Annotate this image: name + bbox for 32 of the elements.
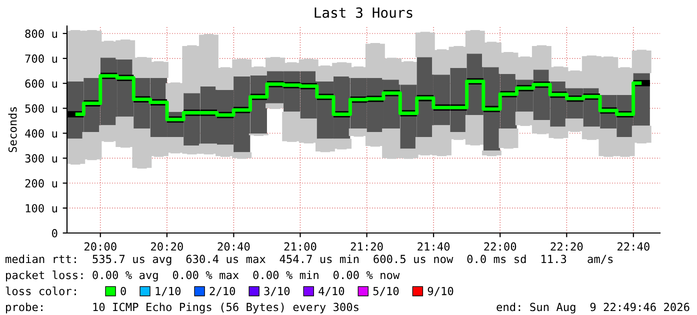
x-tick-label: 21:00	[284, 242, 316, 251]
legend-label: 2/10	[210, 286, 236, 296]
legend-title: loss color:	[6, 286, 76, 296]
y-tick-label: 0	[52, 229, 58, 238]
legend-label: 3/10	[264, 286, 290, 296]
y-tick-label: 700 u	[25, 54, 57, 63]
x-tick-label: 21:20	[350, 242, 383, 251]
legend-label: 1/10	[156, 286, 181, 296]
x-tick-label: 22:40	[618, 242, 650, 251]
x-tick-label: 20:00	[84, 242, 116, 251]
x-tick-label: 22:20	[550, 242, 583, 251]
y-tick-label: 100 u	[26, 204, 57, 212]
y-tick-label: 800 u	[25, 29, 57, 38]
x-tick-label: 22:00	[484, 242, 516, 251]
y-tick-label: 300 u	[25, 154, 57, 163]
x-tick-label: 20:40	[218, 242, 250, 251]
text: end: Sun Aug 9 22:49:46 2026	[496, 302, 690, 314]
legend-label: 5/10	[373, 286, 399, 296]
legend-label: 9/10	[428, 286, 454, 296]
text: median rtt: 535.7 us avg 630.4 us max 454.7 us min 600.5 us now 0.0 ms sd 11.3 am/s	[6, 254, 613, 266]
y-tick-label: 500 u	[25, 104, 57, 113]
legend-label: 4/10	[318, 286, 344, 296]
x-tick-label: 20:20	[151, 242, 183, 251]
y-tick-label: 400 u	[25, 129, 57, 138]
y-tick-label: 200 u	[25, 179, 57, 188]
text: packet loss: 0.00 % avg 0.00 % max 0.00 % min 0.00 % now	[6, 270, 400, 282]
chart-title: Last 3 Hours	[314, 7, 412, 18]
legend-label: 0	[120, 286, 126, 296]
text: probe: 10 ICMP Echo Pings (56 Bytes) every 300s	[6, 302, 358, 314]
y-axis-title: Seconds	[8, 107, 17, 152]
x-tick-label: 21:40	[418, 242, 450, 251]
y-tick-label: 600 u	[25, 79, 57, 88]
